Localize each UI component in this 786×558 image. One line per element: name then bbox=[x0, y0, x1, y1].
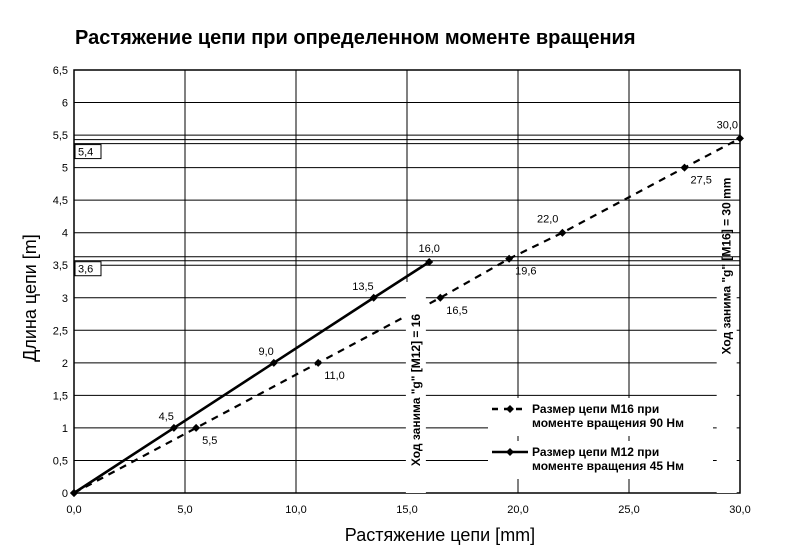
legend-background bbox=[488, 441, 713, 479]
legend-label: моменте вращения 90 Нм bbox=[532, 416, 684, 430]
reference-lines: 5,4 3,6 bbox=[74, 139, 740, 277]
y-tick-label: 5 bbox=[62, 163, 68, 175]
annotation-text: Ход занима "g" [M12] = 16 bbox=[409, 314, 423, 467]
data-point-marker bbox=[169, 423, 178, 432]
y-axis-title: Длина цепи [m] bbox=[20, 234, 40, 362]
y-tick-label: 1 bbox=[62, 423, 68, 435]
annotations: Ход занима "g" [M12] = 16 Ход занима "g" … bbox=[405, 178, 737, 493]
reference-label-box bbox=[74, 144, 102, 160]
data-point-marker bbox=[425, 257, 434, 266]
x-tick-label: 20,0 bbox=[507, 504, 528, 516]
data-label: 16,0 bbox=[418, 243, 439, 255]
legend-marker bbox=[506, 405, 514, 413]
legend-background bbox=[488, 398, 713, 436]
data-point-marker bbox=[505, 254, 514, 263]
y-tick-label: 4,5 bbox=[53, 195, 68, 207]
data-point-marker bbox=[269, 358, 278, 367]
data-point-marker bbox=[436, 293, 445, 302]
x-tick-label: 30,0 bbox=[729, 504, 750, 516]
point-labels: 5,5 11,0 16,5 19,6 22,0 27,5 30,0 4,5 9,0 13,5 16,… bbox=[159, 119, 738, 447]
y-tick-label: 2 bbox=[62, 358, 68, 370]
data-label: 22,0 bbox=[537, 214, 558, 226]
data-label: 27,5 bbox=[691, 175, 712, 187]
data-point-marker bbox=[558, 228, 567, 237]
legend-label: Размер цепи M16 при bbox=[532, 402, 659, 416]
data-label: 16,5 bbox=[446, 305, 467, 317]
reference-label: 3,6 bbox=[78, 264, 93, 276]
y-tick-label: 2,5 bbox=[53, 325, 68, 337]
legend-label: моменте вращения 45 Нм bbox=[532, 459, 684, 473]
y-tick-label: 3,5 bbox=[53, 260, 68, 272]
x-tick-label: 15,0 bbox=[396, 504, 417, 516]
y-tick-label: 0,5 bbox=[53, 455, 68, 467]
series-line bbox=[73, 137, 741, 494]
y-tick-label: 1,5 bbox=[53, 390, 68, 402]
x-tick-label: 5,0 bbox=[177, 504, 192, 516]
annotation-strip bbox=[716, 282, 737, 493]
data-label: 19,6 bbox=[515, 266, 536, 278]
data-point-marker bbox=[314, 358, 323, 367]
data-label: 4,5 bbox=[159, 411, 174, 423]
legend-label: Размер цепи M12 при bbox=[532, 445, 659, 459]
chart-title: Растяжение цепи при определенном моменте… bbox=[75, 27, 636, 49]
annotation-text: Ход занима "g" [M16] = 30 mm bbox=[720, 178, 734, 355]
data-point-marker bbox=[680, 163, 689, 172]
data-label: 30,0 bbox=[717, 119, 738, 131]
x-tick-label: 25,0 bbox=[618, 504, 639, 516]
data-point-marker bbox=[192, 423, 201, 432]
data-label: 13,5 bbox=[352, 281, 373, 293]
tick-labels: 0 0,5 1 1,5 2 2,5 3 3,5 4 4,5 5 5,5 6 6,5 0,0 5,0 10,0 15… bbox=[53, 65, 751, 516]
data-label: 5,5 bbox=[202, 435, 217, 447]
data-point-marker bbox=[70, 489, 78, 497]
x-tick-label: 10,0 bbox=[285, 504, 306, 516]
series-layer bbox=[70, 134, 744, 497]
reference-label: 5,4 bbox=[78, 147, 93, 159]
x-axis-title: Растяжение цепи [mm] bbox=[345, 525, 535, 545]
x-tick-label: 0,0 bbox=[66, 504, 81, 516]
y-tick-label: 3 bbox=[62, 293, 68, 305]
y-tick-label: 0 bbox=[62, 488, 68, 500]
y-tick-label: 6 bbox=[62, 98, 68, 110]
y-tick-label: 4 bbox=[62, 228, 68, 240]
data-point-marker bbox=[369, 293, 378, 302]
data-point-marker bbox=[736, 134, 744, 143]
data-label: 11,0 bbox=[324, 370, 345, 382]
y-tick-label: 5,5 bbox=[53, 130, 68, 142]
y-tick-label: 6,5 bbox=[53, 65, 68, 77]
annotation-strip bbox=[405, 282, 426, 493]
legend-marker bbox=[506, 448, 514, 456]
data-label: 9,0 bbox=[259, 346, 274, 358]
reference-label-box bbox=[74, 261, 102, 277]
